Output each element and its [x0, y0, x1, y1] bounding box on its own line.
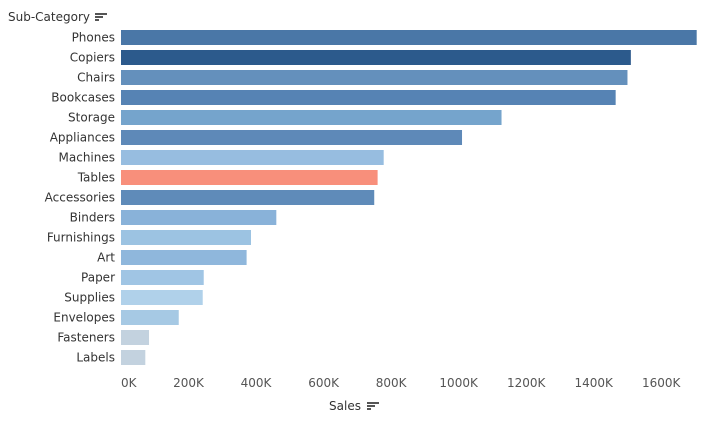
bar-chairs[interactable] — [121, 70, 628, 85]
category-label: Furnishings — [47, 231, 115, 245]
bar-bookcases[interactable] — [121, 90, 616, 105]
x-tick-label: 1000K — [439, 376, 479, 390]
x-tick-label: 1400K — [574, 376, 614, 390]
bar-envelopes[interactable] — [121, 310, 179, 325]
x-tick-label: 800K — [376, 376, 408, 390]
category-label: Machines — [59, 151, 115, 165]
bar-labels[interactable] — [121, 350, 146, 365]
x-tick-label: 600K — [308, 376, 340, 390]
category-label: Fasteners — [57, 331, 115, 345]
category-label: Art — [97, 251, 115, 265]
category-label: Chairs — [77, 71, 115, 85]
bar-appliances[interactable] — [121, 130, 463, 145]
bar-machines[interactable] — [121, 150, 384, 165]
y-axis-title: Sub-Category — [8, 10, 90, 24]
sort-icon[interactable] — [94, 12, 107, 22]
category-label: Phones — [72, 31, 115, 45]
bar-accessories[interactable] — [121, 190, 375, 205]
category-label: Accessories — [45, 191, 115, 205]
x-axis-title: Sales — [329, 399, 361, 413]
bar-paper[interactable] — [121, 270, 204, 285]
x-tick-label: 0K — [121, 376, 138, 390]
category-label: Supplies — [64, 291, 115, 305]
bar-storage[interactable] — [121, 110, 502, 125]
category-label: Appliances — [50, 131, 115, 145]
bar-binders[interactable] — [121, 210, 277, 225]
x-axis-footer: Sales — [0, 399, 706, 413]
x-tick-label: 1200K — [507, 376, 547, 390]
category-label: Binders — [70, 211, 115, 225]
bar-tables[interactable] — [121, 170, 378, 185]
x-tick-label: 400K — [241, 376, 273, 390]
bar-copiers[interactable] — [121, 50, 631, 65]
bar-art[interactable] — [121, 250, 247, 265]
bar-furnishings[interactable] — [121, 230, 251, 245]
category-label: Labels — [76, 351, 115, 365]
bar-fasteners[interactable] — [121, 330, 150, 345]
category-label: Tables — [77, 171, 115, 185]
category-label: Storage — [68, 111, 115, 125]
category-label: Envelopes — [53, 311, 115, 325]
category-label: Copiers — [70, 51, 115, 65]
sort-icon[interactable] — [366, 401, 379, 411]
category-label: Paper — [81, 271, 115, 285]
category-label: Bookcases — [51, 91, 115, 105]
x-tick-label: 1600K — [642, 376, 682, 390]
bar-phones[interactable] — [121, 30, 697, 45]
bar-supplies[interactable] — [121, 290, 203, 305]
y-axis-header: Sub-Category — [8, 10, 107, 24]
x-tick-label: 200K — [173, 376, 205, 390]
